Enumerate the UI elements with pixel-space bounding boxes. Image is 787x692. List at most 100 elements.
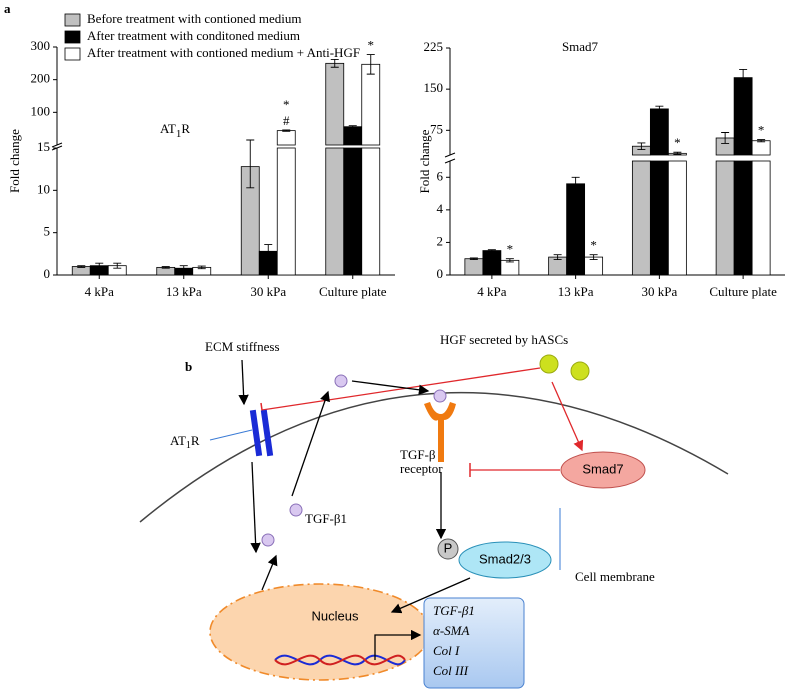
tgf-particle <box>289 503 303 517</box>
legend-swatch <box>64 47 81 61</box>
tgf-particle <box>334 374 348 388</box>
title-part: R <box>181 121 190 136</box>
annotation: * <box>368 37 375 52</box>
bar <box>361 63 381 146</box>
bar <box>325 147 345 276</box>
bar <box>325 62 345 146</box>
error-bar <box>179 265 188 272</box>
legend-swatch <box>64 30 81 44</box>
bar <box>276 130 296 146</box>
axis-break <box>444 152 456 158</box>
error-bar <box>553 254 562 260</box>
error-bar <box>469 257 478 260</box>
nucleus <box>209 583 431 681</box>
y-tick-label: 150 <box>424 80 444 95</box>
phospho <box>437 538 459 560</box>
at1r-label: AT1R <box>170 433 200 451</box>
bar <box>343 126 363 146</box>
arrow <box>261 554 278 591</box>
bar <box>751 160 771 276</box>
smad23-node <box>458 541 552 579</box>
x-tick-label: 4 kPa <box>85 284 114 299</box>
error-bar <box>673 151 682 155</box>
error-bar <box>113 262 122 269</box>
error-bar <box>757 139 766 143</box>
annotation: * <box>590 238 597 253</box>
legend-label: Before treatment with contioned medium <box>87 11 301 26</box>
error-bar <box>348 125 357 129</box>
receptor-label: TGF-β <box>400 447 436 462</box>
error-bar <box>161 266 170 269</box>
error-bar <box>95 262 104 269</box>
y-tick-label: 100 <box>31 103 51 118</box>
smad7-label: Smad7 <box>582 461 623 476</box>
bar <box>715 160 735 276</box>
legend-label: After treatment with contioned medium + … <box>87 45 360 60</box>
annotation: * <box>674 135 681 150</box>
bar <box>361 147 381 276</box>
error-bar <box>366 54 375 75</box>
y-tick-label: 0 <box>44 266 51 281</box>
y-tick-label: 300 <box>31 38 51 53</box>
annotation: * <box>758 123 765 138</box>
panel-label: a <box>4 1 11 16</box>
diagram: b ECM stiffness HGF secreted by hASCs AT… <box>139 332 729 689</box>
membrane-label: Cell membrane <box>575 569 655 584</box>
leader-line <box>209 429 253 441</box>
chart-title: Smad7 <box>562 39 599 54</box>
nucleus-label: Nucleus <box>312 608 359 623</box>
tgfb1-label: TGF-β1 <box>305 511 347 526</box>
hgf-particle <box>539 354 559 374</box>
bar <box>276 147 296 276</box>
phospho-label: P <box>444 540 453 555</box>
error-bar <box>246 139 255 189</box>
error-bar <box>739 68 748 87</box>
y-tick-label: 4 <box>437 201 444 216</box>
bar <box>649 160 669 276</box>
ecm-label: ECM stiffness <box>205 339 280 354</box>
smad23-label: Smad2/3 <box>479 551 531 566</box>
legend-swatch <box>64 13 81 27</box>
hgf-label: HGF secreted by hASCs <box>440 332 568 347</box>
error-bar <box>77 265 86 268</box>
gene-label: α-SMA <box>433 623 469 638</box>
x-tick-label: Culture plate <box>709 284 777 299</box>
bar <box>667 160 687 276</box>
bar <box>566 183 586 276</box>
error-bar <box>505 258 514 263</box>
at1r-receptor <box>260 409 274 457</box>
y-tick-label: 6 <box>437 168 444 183</box>
x-tick-label: 13 kPa <box>166 284 202 299</box>
bar <box>343 147 363 276</box>
error-bar <box>264 244 273 259</box>
error-bar <box>655 105 664 113</box>
gene-label: Col III <box>433 663 469 678</box>
bar <box>500 259 520 276</box>
error-bar <box>487 249 496 252</box>
bar <box>649 108 669 156</box>
y-tick-label: 200 <box>31 71 51 86</box>
arrow <box>238 359 249 406</box>
axis-break <box>51 142 63 148</box>
y-tick-label: 75 <box>430 121 443 136</box>
tgf-particle <box>433 389 447 403</box>
x-tick-label: Culture plate <box>319 284 387 299</box>
x-tick-label: 30 kPa <box>642 284 678 299</box>
x-tick-label: 13 kPa <box>558 284 594 299</box>
arrow <box>250 461 261 554</box>
error-bar <box>282 129 291 132</box>
y-tick-label: 2 <box>437 233 444 248</box>
bar <box>733 77 753 156</box>
at1r-receptor <box>249 409 263 457</box>
arrow <box>374 629 422 660</box>
gene-label: Col I <box>433 643 460 658</box>
inhibit-line <box>261 367 541 411</box>
annotation: # <box>283 113 290 128</box>
error-bar <box>571 176 580 191</box>
title-part: 1 <box>176 128 182 140</box>
gene-box <box>423 597 525 689</box>
bar <box>751 140 771 156</box>
x-tick-label: 30 kPa <box>250 284 286 299</box>
y-tick-label: 0 <box>437 266 444 281</box>
